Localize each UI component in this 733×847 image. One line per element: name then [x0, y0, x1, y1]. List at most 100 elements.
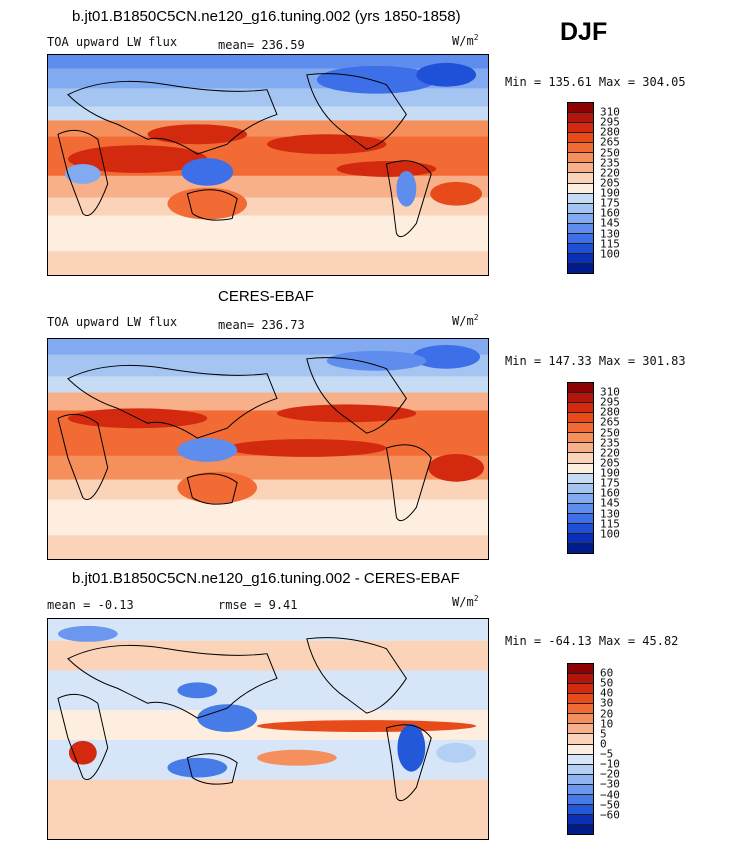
panel1-colorbar-swatch: [568, 264, 593, 274]
panel1-colorbar-level: 280: [600, 125, 620, 139]
panel1-map: [47, 54, 489, 276]
panel3-colorbar-swatch: [568, 674, 593, 685]
panel1-colorbar-swatch: [568, 143, 593, 154]
panel1-units-exp: 2: [473, 33, 479, 42]
panel3-colorbar-level: 30: [600, 696, 614, 710]
panel3-colorbar-swatch: [568, 825, 593, 835]
panel3-units: W/m2: [452, 594, 479, 609]
panel2-colorbar-level: 175: [600, 476, 620, 490]
panel3-colorbar-swatch: [568, 804, 593, 815]
panel1-colorbar-swatch: [568, 223, 593, 234]
panel1-colorbar-level: 205: [600, 176, 620, 190]
panel3-colorbar-level: 50: [600, 676, 614, 690]
panel3-colorbar-level: −60: [600, 808, 620, 822]
panel3-colorbar-level: 10: [600, 717, 614, 731]
panel2-colorbar-level: 280: [600, 405, 620, 419]
panel3-colorbar-swatch: [568, 774, 593, 785]
panel3-mean: mean = -0.13: [47, 598, 134, 612]
panel1-colorbar-swatch: [568, 133, 593, 144]
panel1-colorbar-level: 175: [600, 196, 620, 210]
panel3-map-graphic: [48, 619, 488, 839]
panel2-colorbar-swatch: [568, 383, 593, 394]
panel3-colorbar-swatch: [568, 764, 593, 775]
panel1-colorbar-swatch: [568, 113, 593, 124]
panel2-colorbar-swatch: [568, 443, 593, 454]
panel2-colorbar-level: 220: [600, 446, 620, 460]
panel3-colorbar-level: −30: [600, 777, 620, 791]
panel2-units-base: W/m: [452, 314, 474, 328]
panel3-colorbar-swatch: [568, 684, 593, 695]
panel1-colorbar-swatch: [568, 213, 593, 224]
panel1-mean-label: mean=: [218, 38, 255, 52]
panel3-colorbar-swatch: [568, 724, 593, 735]
panel3-colorbar-swatch: [568, 694, 593, 705]
panel1-colorbar-level: 295: [600, 115, 620, 129]
panel2-colorbar-swatch: [568, 403, 593, 414]
panel3-colorbar-level: −10: [600, 757, 620, 771]
panel3-colorbar-swatch: [568, 744, 593, 755]
panel2-variable: TOA upward LW flux: [47, 315, 178, 329]
panel3-colorbar-level: −50: [600, 798, 620, 812]
panel1-colorbar-swatch: [568, 253, 593, 264]
panel1-colorbar-level: 130: [600, 227, 620, 241]
panel2-map: [47, 338, 489, 560]
panel1-colorbar: [567, 102, 594, 274]
panel2-colorbar-swatch: [568, 544, 593, 554]
panel3-mean-value: -0.13: [97, 598, 134, 612]
panel1-colorbar-swatch: [568, 123, 593, 134]
panel1-colorbar-level: 100: [600, 247, 620, 261]
panel2-colorbar-level: 265: [600, 415, 620, 429]
panel3-colorbar-level: 5: [600, 727, 607, 741]
panel2-colorbar-level: 130: [600, 507, 620, 521]
panel2-colorbar-level: 295: [600, 395, 620, 409]
panel3-colorbar-swatch: [568, 734, 593, 745]
panel2-colorbar-swatch: [568, 463, 593, 474]
panel2-colorbar-swatch: [568, 393, 593, 404]
panel1-units: W/m2: [452, 33, 479, 48]
panel3-colorbar-level: 40: [600, 686, 614, 700]
panel2-colorbar-swatch: [568, 523, 593, 534]
panel1-colorbar-swatch: [568, 103, 593, 114]
panel2-colorbar-level: 160: [600, 486, 620, 500]
panel2-colorbar-level: 250: [600, 426, 620, 440]
panel3-colorbar-swatch: [568, 714, 593, 725]
panel2-colorbar-swatch: [568, 493, 593, 504]
panel3-colorbar-level: −20: [600, 767, 620, 781]
panel1-colorbar-swatch: [568, 233, 593, 244]
panel2-colorbar-level: 190: [600, 466, 620, 480]
panel1-mean: mean= 236.59: [218, 38, 305, 52]
panel1-colorbar-swatch: [568, 153, 593, 164]
panel3-colorbar-swatch: [568, 754, 593, 765]
panel1-colorbar-level: 145: [600, 216, 620, 230]
panel2-units-exp: 2: [473, 313, 479, 322]
panel3-colorbar-swatch: [568, 784, 593, 795]
panel1-colorbar-level: 310: [600, 105, 620, 119]
panel2-colorbar-swatch: [568, 433, 593, 444]
panel3-units-base: W/m: [452, 595, 474, 609]
panel3-colorbar-level: 0: [600, 737, 607, 751]
panel3-units-exp: 2: [473, 594, 479, 603]
panel1-mean-value: 236.59: [261, 38, 305, 52]
panel3-colorbar: [567, 663, 594, 835]
panel3-colorbar-level: −5: [600, 747, 614, 761]
panel1-variable: TOA upward LW flux: [47, 35, 178, 49]
panel1-colorbar-swatch: [568, 183, 593, 194]
panel2-title: CERES-EBAF: [218, 288, 314, 305]
panel2-colorbar-level: 100: [600, 527, 620, 541]
panel1-colorbar-swatch: [568, 203, 593, 214]
panel2-units: W/m2: [452, 313, 479, 328]
panel1-colorbar-level: 220: [600, 166, 620, 180]
panel3-colorbar-level: 60: [600, 666, 614, 680]
panel2-colorbar-swatch: [568, 453, 593, 464]
panel3-mean-label: mean =: [47, 598, 91, 612]
panel2-colorbar: [567, 382, 594, 554]
panel2-colorbar-swatch: [568, 503, 593, 514]
panel2-mean-label: mean=: [218, 318, 255, 332]
panel2-colorbar-level: 235: [600, 436, 620, 450]
panel1-map-graphic: [48, 55, 488, 275]
panel2-colorbar-swatch: [568, 413, 593, 424]
panel1-colorbar-level: 235: [600, 156, 620, 170]
panel1-title: b.jt01.B1850C5CN.ne120_g16.tuning.002 (y…: [72, 8, 461, 25]
panel2-colorbar-level: 205: [600, 456, 620, 470]
panel1-colorbar-level: 190: [600, 186, 620, 200]
